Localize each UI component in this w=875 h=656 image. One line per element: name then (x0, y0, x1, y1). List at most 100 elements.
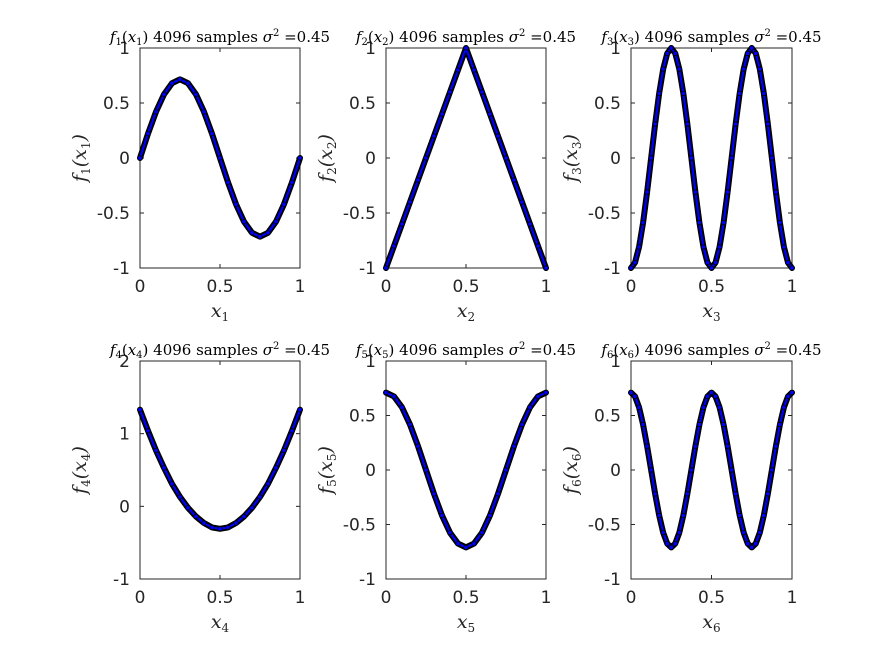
data-point (415, 177, 421, 183)
x-tick-label: 1 (541, 277, 552, 297)
data-point (781, 404, 787, 410)
data-point (503, 467, 509, 473)
data-point (185, 80, 191, 86)
data-point (543, 265, 549, 271)
x-axis-label: x1 (211, 300, 229, 324)
data-point (640, 421, 646, 428)
data-point (761, 90, 767, 96)
data-point (463, 544, 469, 550)
data-point (700, 244, 707, 250)
data-point (660, 530, 666, 536)
y-axis-label: f3(x3) (560, 134, 584, 184)
y-tick-label: 0 (610, 149, 621, 169)
data-point (217, 155, 223, 161)
y-tick-label: -1 (604, 259, 621, 279)
y-axis-label: f6(x6) (560, 446, 584, 496)
data-point (664, 540, 670, 547)
data-point (773, 443, 779, 449)
y-tick-label: 1 (119, 39, 130, 59)
data-point (297, 407, 303, 413)
data-point (696, 220, 703, 226)
y-tick-label: 0 (365, 461, 376, 481)
data-point (265, 481, 271, 487)
data-point (765, 121, 771, 127)
data-point (676, 530, 682, 536)
data-point (193, 513, 199, 520)
data-point (447, 89, 453, 95)
data-point (257, 234, 263, 240)
data-point (656, 90, 662, 96)
data-point (543, 390, 549, 396)
data-point (628, 390, 634, 396)
data-point (741, 530, 747, 536)
y-tick-label: 0 (119, 149, 130, 169)
data-point (757, 66, 763, 72)
data-point (407, 199, 413, 205)
data-point (789, 265, 795, 271)
x-tick-label: 0 (381, 277, 392, 297)
data-point (777, 220, 783, 226)
data-point (407, 421, 413, 428)
y-tick-label: 0.5 (594, 407, 621, 427)
data-point (708, 390, 715, 396)
data-point (708, 265, 715, 271)
x-tick-label: 0 (626, 588, 637, 608)
data-point (161, 91, 167, 98)
data-point (487, 111, 493, 117)
data-point (137, 407, 143, 413)
y-axis-label: f5(x5) (315, 446, 339, 496)
data-point (391, 393, 397, 400)
data-point (527, 221, 533, 227)
subplot-title: f4(x4) 4096 samples σ2 =0.45 (109, 341, 330, 361)
data-point (640, 220, 646, 226)
y-tick-label: 1 (119, 425, 130, 445)
data-point (241, 218, 247, 225)
y-tick-label: 0.5 (103, 94, 130, 114)
subplot-title: f1(x1) 4096 samples σ2 =0.45 (109, 28, 330, 48)
y-tick-label: -0.5 (588, 204, 621, 224)
data-point (177, 494, 183, 500)
data-point (773, 189, 779, 195)
data-point (684, 491, 690, 497)
data-point (733, 121, 739, 127)
x-tick-label: 0.5 (698, 588, 725, 608)
data-point (225, 524, 231, 531)
data-point (233, 201, 239, 207)
data-point (757, 530, 763, 536)
x-axis-label: x2 (457, 300, 475, 324)
data-point (688, 467, 694, 473)
data-point (471, 540, 477, 547)
y-tick-label: -1 (604, 570, 621, 590)
data-point (668, 45, 674, 51)
y-tick-label: 1 (610, 39, 621, 59)
data-point (137, 155, 143, 161)
data-point (503, 155, 509, 161)
data-point (185, 505, 191, 511)
data-point (463, 45, 469, 51)
data-point (729, 155, 735, 161)
data-point (535, 243, 541, 249)
data-point (636, 404, 642, 410)
subplot-3: -1-0.500.510 0.5 1f3(x3) 4096 samples σ2 =… (560, 28, 822, 324)
data-point (471, 67, 477, 73)
x-tick-label: 0 (135, 588, 146, 608)
y-tick-label: 0 (365, 149, 376, 169)
data-point (632, 393, 638, 400)
data-point (761, 512, 767, 519)
x-tick-label: 0.5 (698, 277, 725, 297)
data-point (753, 540, 759, 547)
x-tick-label: 0.5 (206, 277, 233, 297)
data-point (664, 50, 670, 56)
x-axis-label: x6 (702, 611, 720, 635)
x-tick-label: 0.5 (452, 277, 479, 297)
data-point (281, 447, 287, 453)
data-point (628, 265, 634, 271)
x-tick-label: 0 (135, 277, 146, 297)
data-point (652, 121, 658, 127)
data-point (249, 230, 255, 236)
y-tick-label: 1 (610, 352, 621, 372)
axes-box (385, 47, 547, 269)
data-point (769, 155, 775, 161)
